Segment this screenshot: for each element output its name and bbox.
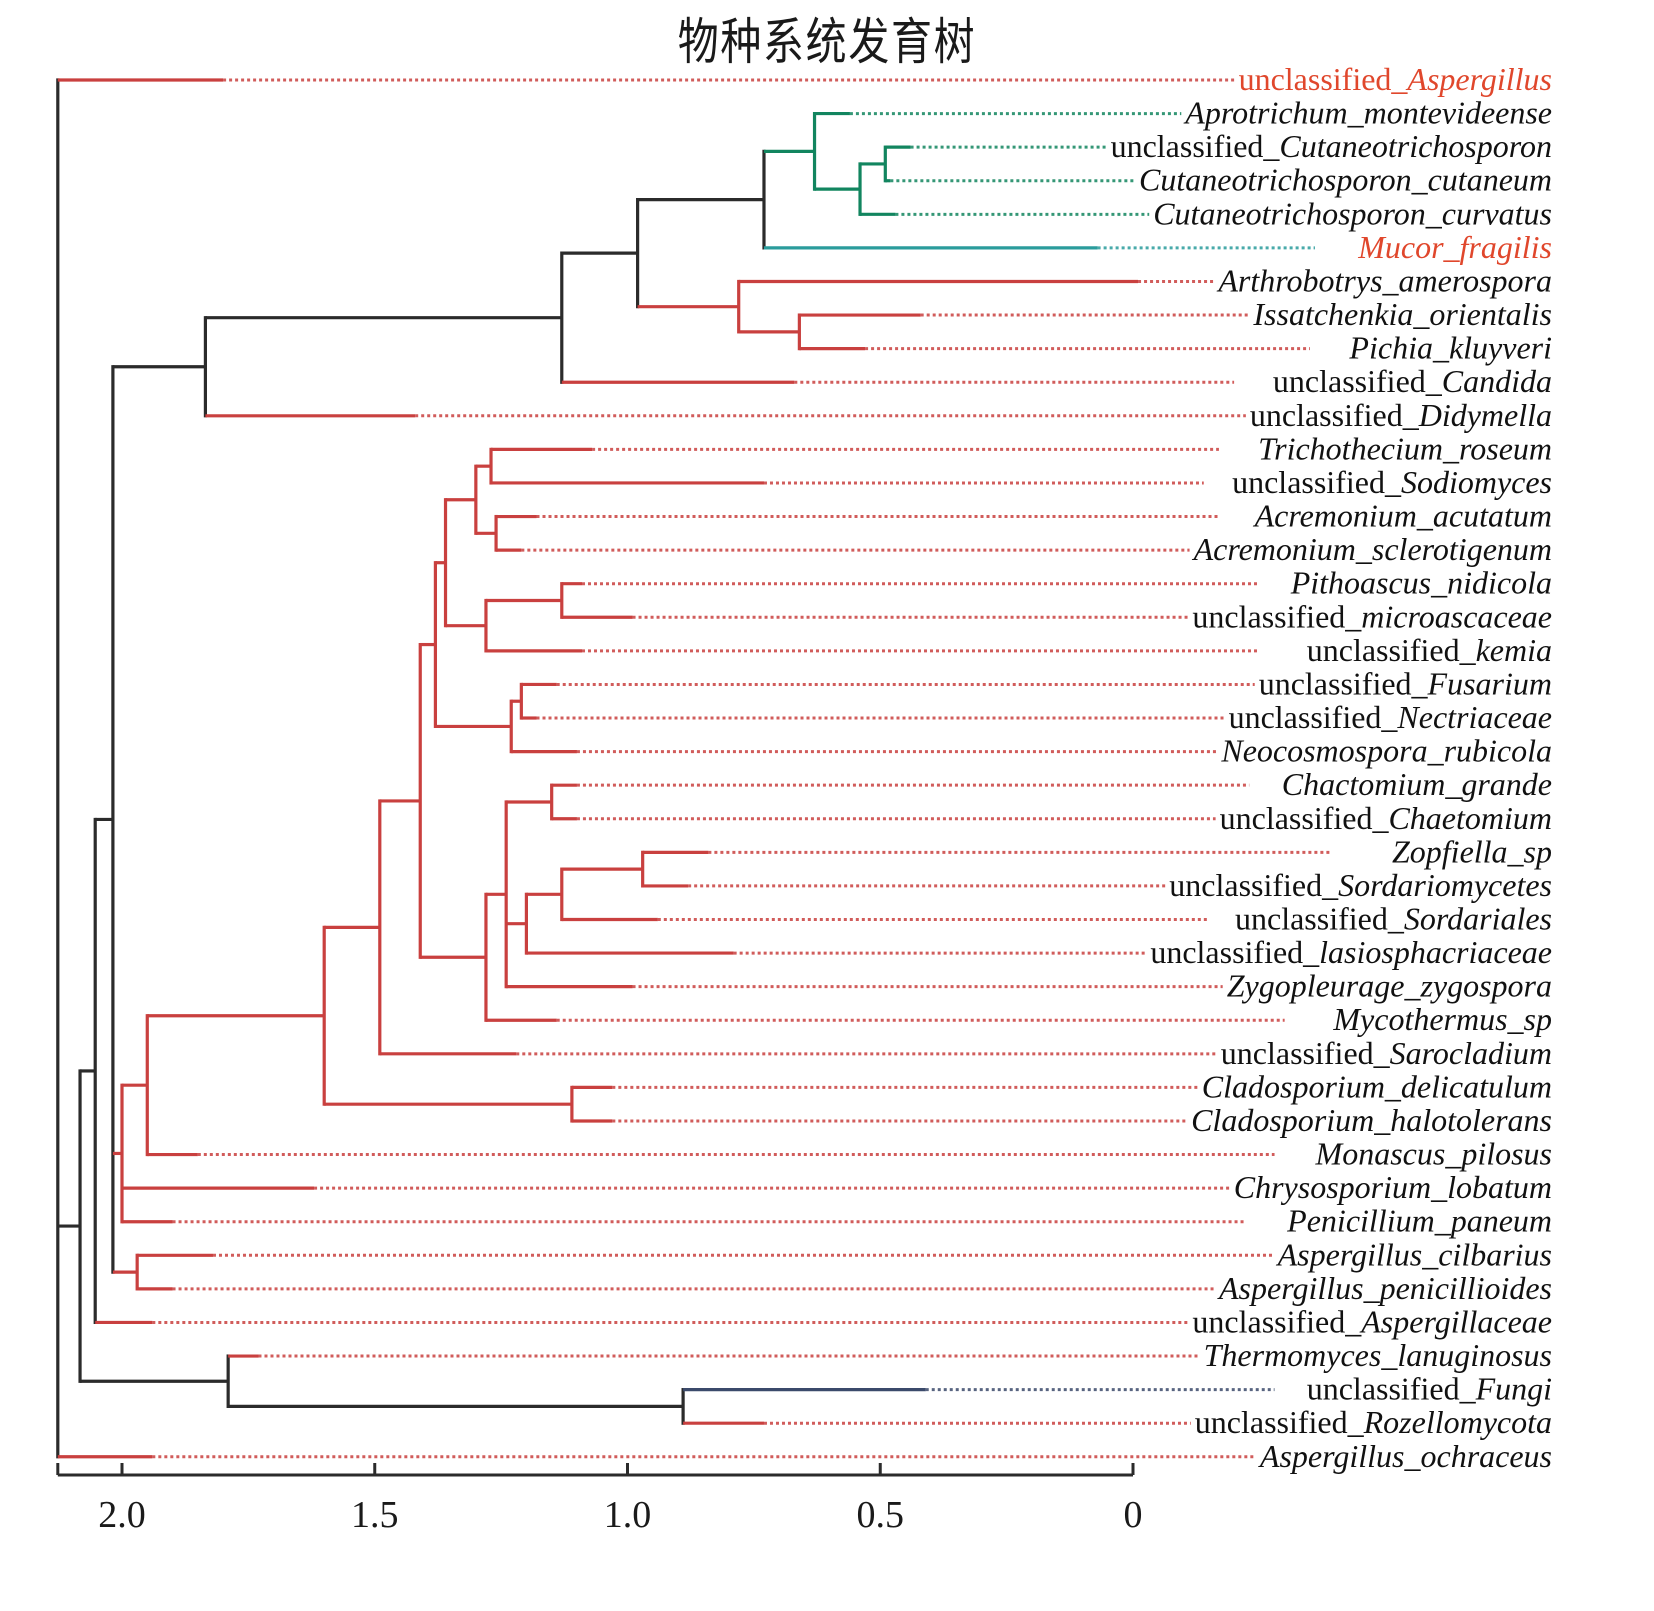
leaf-label: Acremonium_acutatum bbox=[1253, 498, 1552, 534]
leaf-label: Aspergillus_penicillioides bbox=[1217, 1270, 1552, 1306]
leaf-label: unclassified_Sodiomyces bbox=[1232, 464, 1552, 500]
x-tick-label: 2.0 bbox=[98, 1494, 146, 1536]
leaf-label: unclassified_Sordariales bbox=[1235, 901, 1552, 937]
chart-title: 物种系统发育树 bbox=[677, 13, 977, 71]
leaf-label: Acremonium_sclerotigenum bbox=[1192, 531, 1552, 567]
x-axis: 2.0 1.5 1.0 0.5 0 bbox=[56, 1463, 1143, 1536]
leaf-label: unclassified_lasiosphacriaceae bbox=[1150, 934, 1552, 970]
leaf-label: Zopfiella_sp bbox=[1392, 833, 1552, 869]
leaf-label: Thermomyces_lanuginosus bbox=[1204, 1337, 1552, 1373]
leaf-label: unclassified_Candida bbox=[1273, 363, 1552, 399]
leaf-label: unclassified_Aspergillus bbox=[1239, 61, 1552, 97]
leaf-label: unclassified_Aspergillaceae bbox=[1192, 1303, 1552, 1339]
leaf-label: unclassified_Sarocladium bbox=[1221, 1035, 1552, 1071]
leaf-label: Arthrobotrys_amerospora bbox=[1216, 262, 1552, 298]
leaf-label: unclassified_Didymella bbox=[1250, 397, 1552, 433]
leaf-label: Cutaneotrichosporon_cutaneum bbox=[1139, 162, 1552, 198]
x-tick-label: 1.5 bbox=[351, 1494, 399, 1536]
leaf-label: Pithoascus_nidicola bbox=[1290, 565, 1552, 601]
x-tick-label: 0 bbox=[1124, 1494, 1143, 1536]
leaf-label: unclassified_microascaceae bbox=[1192, 598, 1552, 634]
leaf-label: Monascus_pilosus bbox=[1315, 1136, 1552, 1172]
leaf-label: unclassified_Fungi bbox=[1307, 1371, 1552, 1407]
leaf-label: Penicillium_paneum bbox=[1286, 1203, 1552, 1239]
x-axis-ticks: 2.0 1.5 1.0 0.5 0 bbox=[56, 1463, 1143, 1536]
leaf-label: unclassified_Nectriaceae bbox=[1229, 699, 1552, 735]
leaf-label: Trichothecium_roseum bbox=[1258, 430, 1552, 466]
leaf-label: Zygopleurage_zygospora bbox=[1227, 968, 1552, 1004]
leaf-label: Mycothermus_sp bbox=[1332, 1001, 1552, 1037]
leaf-label: unclassified_Cutaneotrichosporon bbox=[1111, 128, 1552, 164]
leaf-label: Pichia_kluyveri bbox=[1348, 330, 1552, 366]
leaf-label: Aspergillus_ochraceus bbox=[1258, 1438, 1552, 1474]
leaf-labels: unclassified_AspergillusAprotrichum_mont… bbox=[1111, 61, 1552, 1474]
x-tick-label: 0.5 bbox=[857, 1494, 905, 1536]
leaf-label: unclassified_kemia bbox=[1307, 632, 1552, 668]
leaf-label: Cladosporium_halotolerans bbox=[1191, 1102, 1552, 1138]
tree-branches bbox=[56, 78, 1331, 1459]
x-tick-label: 1.0 bbox=[604, 1494, 652, 1536]
leaf-label: unclassified_Rozellomycota bbox=[1195, 1404, 1552, 1440]
leaf-label: Chrysosporium_lobatum bbox=[1234, 1169, 1552, 1205]
leaf-label: unclassified_Fusarium bbox=[1259, 665, 1552, 701]
leaf-label: Neocosmospora_rubicola bbox=[1220, 733, 1552, 769]
leaf-label: Cladosporium_delicatulum bbox=[1202, 1068, 1552, 1104]
leaf-label: Mucor_fragilis bbox=[1357, 229, 1552, 265]
leaf-label: unclassified_Sordariomycetes bbox=[1169, 867, 1552, 903]
leaf-label: Aspergillus_cilbarius bbox=[1276, 1236, 1552, 1272]
leaf-label: Aprotrichum_montevideense bbox=[1183, 95, 1552, 131]
leaf-label: unclassified_Chaetomium bbox=[1220, 800, 1552, 836]
leaf-label: Issatchenkia_orientalis bbox=[1252, 296, 1552, 332]
leaf-label: Chactomium_grande bbox=[1282, 766, 1552, 802]
leaf-label: Cutaneotrichosporon_curvatus bbox=[1153, 195, 1552, 231]
